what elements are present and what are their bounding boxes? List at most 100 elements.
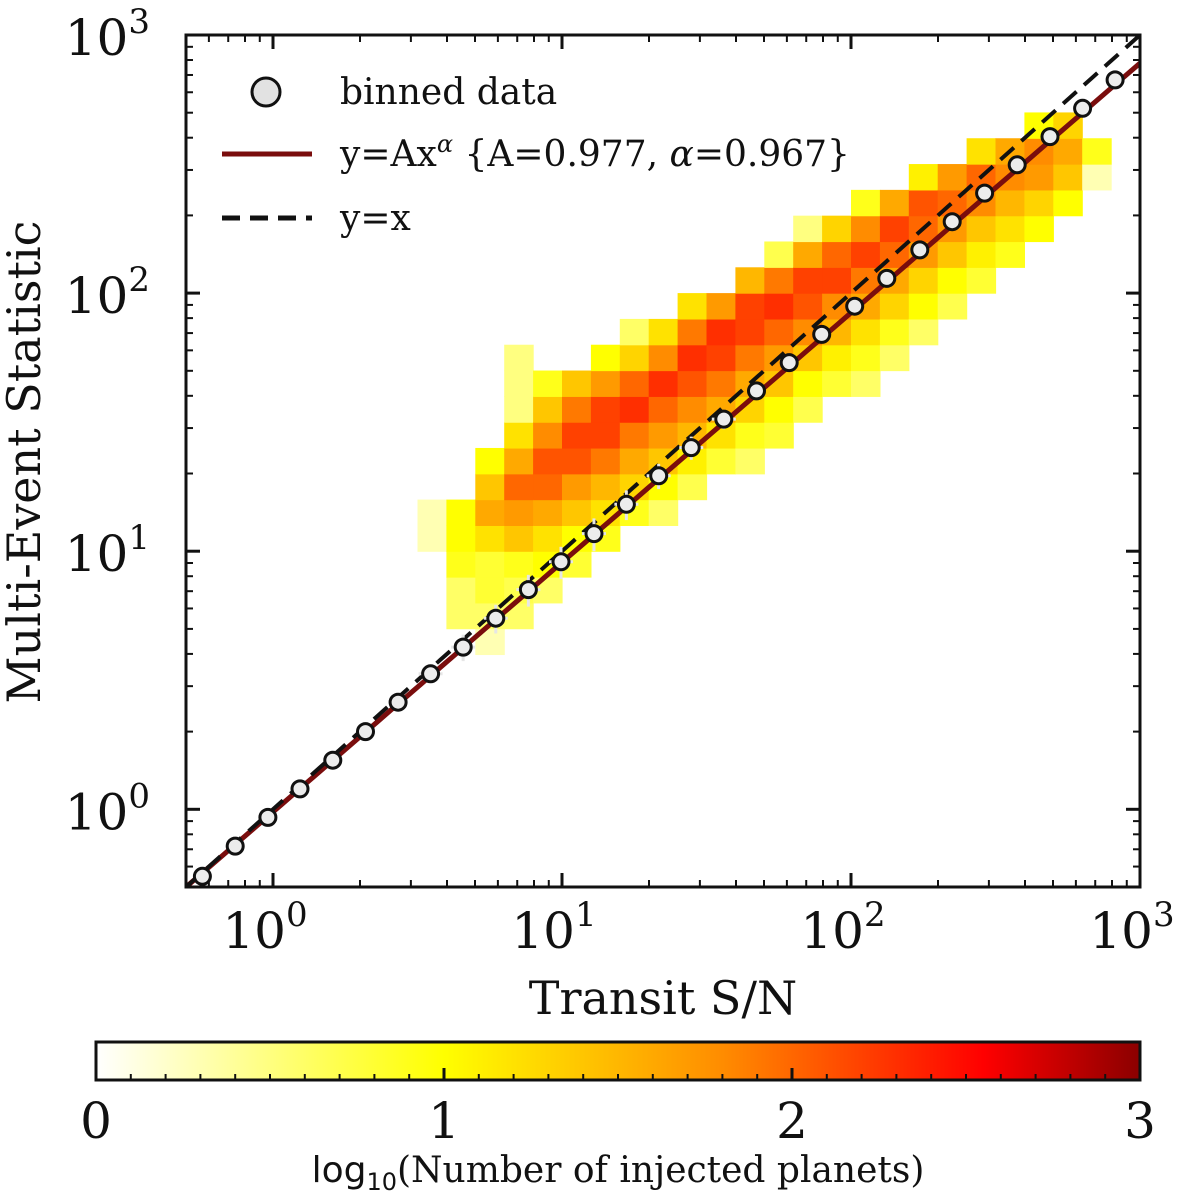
heatmap-cell bbox=[562, 396, 592, 423]
y-tick-label: 100 bbox=[65, 776, 150, 841]
colorbar-tick-labels: 0 1 2 3 bbox=[80, 1092, 1156, 1150]
heatmap-cell bbox=[475, 577, 505, 604]
heatmap-cell bbox=[648, 318, 679, 346]
heatmap-cell bbox=[966, 215, 997, 243]
heatmap-cell bbox=[446, 525, 476, 552]
x-tick-label: 103 bbox=[1089, 895, 1174, 960]
heatmap-cell bbox=[995, 215, 1025, 243]
heatmap-cell bbox=[475, 525, 505, 552]
data-point bbox=[649, 466, 669, 486]
heatmap-cell bbox=[822, 241, 852, 268]
legend-marker-binned-data bbox=[250, 76, 282, 108]
data-point bbox=[877, 268, 897, 288]
data-point bbox=[975, 183, 995, 203]
heatmap-cell bbox=[619, 370, 650, 397]
plot-frame bbox=[184, 33, 1142, 889]
heatmap-cell bbox=[590, 370, 621, 397]
heatmap-cell bbox=[908, 164, 939, 191]
data-point bbox=[486, 608, 506, 628]
heatmap-cell bbox=[735, 318, 765, 346]
heatmap-cell bbox=[764, 422, 794, 449]
heatmap-cell bbox=[822, 370, 852, 397]
heatmap-cell bbox=[590, 396, 621, 423]
heatmap-cell bbox=[648, 499, 679, 526]
heatmap-cell bbox=[706, 318, 736, 346]
data-point bbox=[290, 779, 310, 799]
heatmap-cell bbox=[735, 293, 765, 320]
heatmap-cell bbox=[504, 344, 534, 372]
heatmap-cell bbox=[764, 318, 794, 346]
heatmap-cell bbox=[793, 396, 823, 423]
x-axis-label: Transit S/N bbox=[529, 971, 797, 1025]
data-point bbox=[258, 807, 278, 827]
y-axis-ticks bbox=[186, 33, 1140, 888]
heatmap-cell bbox=[735, 344, 765, 372]
heatmap-cell bbox=[475, 499, 505, 526]
legend-label-identity: y=x bbox=[339, 198, 411, 239]
heatmap-cell bbox=[504, 396, 534, 423]
data-point bbox=[453, 637, 473, 657]
x-tick-label: 101 bbox=[511, 895, 596, 960]
heatmap-cell bbox=[851, 318, 881, 346]
heatmap-cell bbox=[1053, 138, 1083, 165]
heatmap-cell bbox=[764, 396, 794, 423]
data-point bbox=[388, 692, 408, 712]
data-point bbox=[1040, 127, 1060, 147]
heatmap-cell bbox=[879, 215, 910, 243]
heatmap-cell bbox=[562, 447, 592, 475]
heatmap-cell bbox=[619, 396, 650, 423]
heatmap-cell bbox=[764, 293, 794, 320]
heatmap-cell bbox=[533, 447, 563, 475]
heatmap-cell bbox=[908, 189, 939, 217]
heatmap-cell bbox=[446, 602, 476, 630]
heatmap-cell bbox=[879, 344, 910, 372]
heatmap-cell bbox=[533, 422, 563, 449]
heatmap-cell bbox=[851, 215, 881, 243]
colorbar-tick-label: 1 bbox=[428, 1092, 460, 1150]
heatmap-cell bbox=[851, 241, 881, 268]
data-point bbox=[551, 552, 571, 572]
heatmap-cell bbox=[648, 422, 679, 449]
heatmap-cell bbox=[504, 525, 534, 552]
heatmap-cell bbox=[562, 370, 592, 397]
heatmap-cell bbox=[937, 164, 968, 191]
heatmap-cell bbox=[590, 447, 621, 475]
heatmap-cell bbox=[619, 422, 650, 449]
heatmap-cell bbox=[533, 473, 563, 501]
heatmap-cell bbox=[677, 370, 708, 397]
heatmap-cell bbox=[908, 293, 939, 320]
heatmap-cell bbox=[504, 447, 534, 475]
heatmap-cell bbox=[879, 293, 910, 320]
data-point bbox=[225, 836, 245, 856]
heatmap-cell bbox=[619, 447, 650, 475]
data-point bbox=[323, 750, 343, 770]
heatmap-cell bbox=[562, 422, 592, 449]
data-point bbox=[421, 664, 441, 684]
heatmap-cell bbox=[1082, 164, 1112, 191]
heatmap-cell bbox=[735, 422, 765, 449]
heatmap-cell bbox=[1024, 164, 1054, 191]
heatmap-cell bbox=[908, 267, 939, 294]
heatmap-cell bbox=[735, 447, 765, 475]
heatmap-cell bbox=[1024, 189, 1054, 217]
heatmap-cell bbox=[1053, 164, 1083, 191]
heatmap-cell bbox=[475, 551, 505, 578]
heatmap-cell bbox=[879, 318, 910, 346]
identity-line bbox=[186, 35, 1140, 887]
heatmap-cell bbox=[677, 318, 708, 346]
x-tick-labels: 100 101 102 103 bbox=[222, 895, 1174, 960]
heatmap-cell bbox=[562, 473, 592, 501]
heatmap-cell bbox=[793, 267, 823, 294]
heatmap-cell bbox=[677, 473, 708, 501]
data-point bbox=[584, 524, 604, 544]
colorbar-tick-label: 0 bbox=[80, 1092, 112, 1150]
data-point bbox=[616, 494, 636, 514]
y-tick-label: 103 bbox=[65, 2, 150, 67]
heatmap-cell bbox=[533, 396, 563, 423]
heatmap-cell bbox=[590, 473, 621, 501]
heatmap-cell bbox=[706, 344, 736, 372]
heatmap-cell bbox=[504, 370, 534, 397]
binned-data-points bbox=[192, 70, 1125, 886]
y-tick-label: 101 bbox=[65, 518, 150, 583]
heatmap-cell bbox=[677, 396, 708, 423]
